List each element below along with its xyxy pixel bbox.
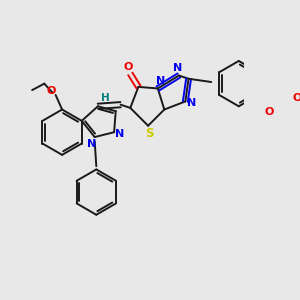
Text: O: O bbox=[47, 86, 56, 96]
Text: O: O bbox=[264, 107, 274, 117]
Text: S: S bbox=[146, 127, 154, 140]
Text: O: O bbox=[124, 61, 134, 72]
Text: O: O bbox=[292, 93, 300, 103]
Text: N: N bbox=[87, 139, 96, 148]
Text: N: N bbox=[156, 76, 165, 86]
Text: H: H bbox=[101, 93, 110, 103]
Text: N: N bbox=[187, 98, 196, 108]
Text: N: N bbox=[115, 129, 124, 139]
Text: N: N bbox=[172, 63, 182, 73]
